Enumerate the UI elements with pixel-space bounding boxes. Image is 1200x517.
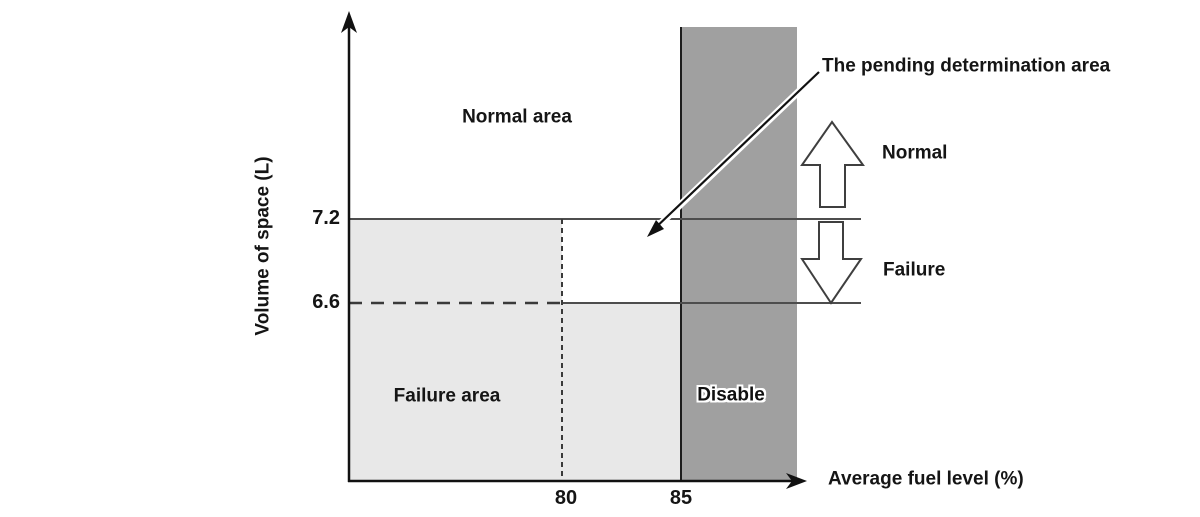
disable-band-fill: [681, 27, 797, 482]
normal-arrow-label: Normal: [882, 142, 948, 164]
y-tick-7-2: 7.2: [312, 207, 340, 229]
normal-area-label: Normal area: [462, 106, 572, 128]
failure-area-left-fill: [349, 219, 562, 482]
y-axis-title: Volume of space (L): [252, 156, 274, 336]
pending-area-label: The pending determination area: [822, 55, 1111, 77]
failure-down-arrow-icon: [800, 221, 863, 305]
normal-up-arrow-icon: [800, 120, 865, 208]
y-tick-6-6: 6.6: [312, 291, 340, 313]
failure-area-right-fill: [562, 303, 681, 482]
x-tick-80: 80: [554, 487, 578, 509]
failure-area-label: Failure area: [393, 385, 501, 407]
failure-arrow-label: Failure: [883, 259, 946, 281]
x-axis-arrowhead-icon: [786, 473, 807, 489]
pending-leader-line: [650, 71, 820, 233]
x-axis-title: Average fuel level (%): [828, 468, 1024, 490]
disable-label: Disable: [697, 384, 765, 406]
pending-leader-arrowhead-icon: [647, 220, 664, 237]
x-tick-85: 85: [669, 487, 693, 509]
y-axis-arrowhead-icon: [341, 11, 357, 33]
